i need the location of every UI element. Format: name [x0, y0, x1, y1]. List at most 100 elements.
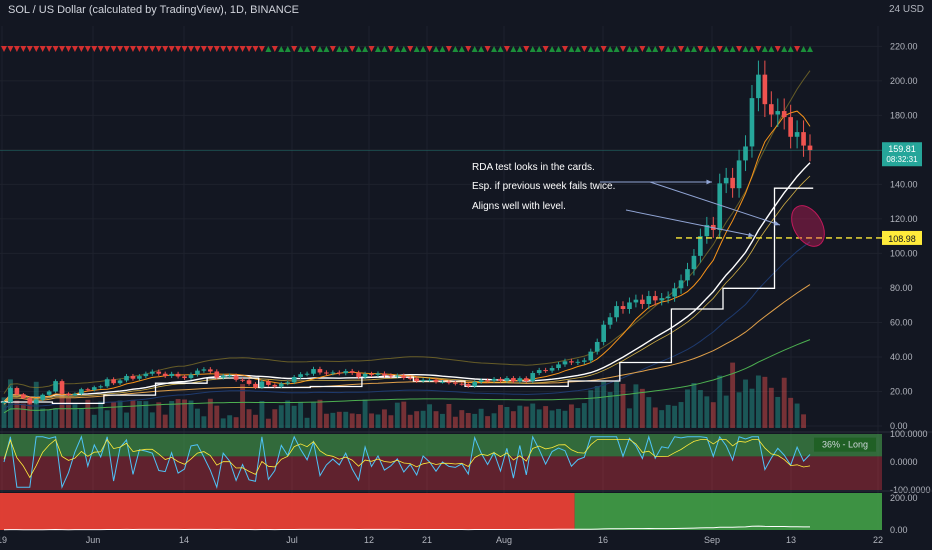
candle-body — [195, 370, 200, 375]
signal-triangle — [452, 46, 459, 52]
signal-triangle — [110, 46, 117, 52]
volume-bar — [530, 403, 536, 428]
volume-bar — [620, 383, 626, 428]
candle-body — [607, 317, 613, 325]
volume-bar — [330, 412, 336, 428]
osc-tick-label: -100.0000 — [890, 485, 931, 495]
volume-bar — [755, 375, 761, 428]
ma-green-slow — [3, 339, 811, 414]
candle-body — [594, 341, 600, 352]
candle-body — [149, 371, 155, 374]
candle-body — [523, 378, 529, 381]
volume-bar — [549, 410, 555, 428]
volume-bar — [336, 411, 342, 428]
candle-body — [169, 373, 174, 376]
time-tick-label: 13 — [786, 535, 796, 545]
volume-bar — [672, 405, 678, 428]
volume-bar — [723, 395, 729, 428]
signal-triangle — [458, 46, 465, 52]
volume-bar — [227, 415, 233, 428]
candle-body — [543, 370, 548, 372]
candle-body — [311, 369, 316, 374]
candle-body — [736, 160, 742, 189]
candle-body — [349, 371, 355, 373]
candle-body — [562, 361, 568, 365]
upper-band — [3, 70, 811, 394]
signal-triangle — [97, 46, 104, 52]
candle-body — [588, 351, 594, 361]
candle-body — [627, 302, 632, 309]
ma-orange-fast — [3, 110, 811, 403]
candle-body — [156, 371, 162, 374]
candle-body — [21, 394, 26, 399]
price-tick-label: 140.00 — [890, 179, 918, 189]
signal-triangle — [381, 46, 388, 52]
signal-triangle — [703, 46, 710, 52]
volume-bar — [388, 415, 394, 428]
volume-bar — [543, 406, 549, 428]
lower-band — [3, 241, 811, 410]
signal-triangle — [600, 46, 607, 52]
volume-bar — [420, 410, 426, 428]
candle-body — [143, 373, 149, 377]
candle-body — [233, 375, 239, 380]
signal-triangle — [316, 46, 323, 52]
volume-bar — [801, 414, 807, 428]
osc-badge-bg — [814, 437, 876, 452]
candle-body — [66, 393, 71, 396]
price-label: 159.81 — [888, 144, 916, 154]
volume-bar — [285, 400, 291, 428]
volume-bar — [627, 408, 632, 428]
volume-bar — [685, 389, 690, 428]
volume-bar — [272, 409, 278, 428]
bottom-bear-regime — [0, 493, 575, 530]
volume-bar — [291, 405, 297, 428]
signal-triangle — [742, 46, 749, 52]
price-label-bg — [882, 142, 922, 167]
signal-triangle — [104, 46, 111, 52]
signal-triangle — [503, 46, 510, 52]
volume-bar — [394, 402, 400, 428]
candle-body — [27, 398, 33, 404]
candle-body — [14, 388, 20, 395]
volume-bar — [639, 388, 645, 428]
volume-bar — [369, 413, 374, 428]
candle-body — [91, 387, 97, 390]
volume-bar — [401, 401, 407, 428]
candle-body — [188, 374, 194, 379]
signal-triangle — [710, 46, 717, 52]
signal-triangle — [20, 46, 27, 52]
signal-triangle — [729, 46, 736, 52]
signal-triangle — [594, 46, 601, 52]
volume-bar — [536, 409, 542, 428]
signal-triangle — [142, 46, 149, 52]
candle-body — [79, 389, 84, 394]
ma-white — [3, 162, 811, 403]
candle-body — [775, 111, 781, 115]
volume-bar — [124, 412, 129, 428]
candle-body — [414, 378, 419, 382]
price-tick-label: 200.00 — [890, 76, 918, 86]
signal-triangle — [336, 46, 343, 52]
signal-triangle — [678, 46, 685, 52]
candle-body — [704, 224, 710, 237]
candle-body — [659, 298, 665, 301]
signal-triangle — [484, 46, 491, 52]
signal-triangle — [523, 46, 530, 52]
signal-triangle — [374, 46, 381, 52]
candle-body — [240, 379, 245, 381]
signal-triangle — [555, 46, 562, 52]
signal-triangle — [665, 46, 672, 52]
signal-triangle — [329, 46, 336, 52]
signal-triangle — [690, 46, 697, 52]
candle-body — [8, 388, 13, 403]
signal-triangle — [168, 46, 175, 52]
candle-body — [794, 132, 800, 137]
volume-bar — [594, 386, 600, 428]
volume-bar — [111, 401, 117, 428]
volume-bar — [27, 402, 33, 428]
signal-triangle — [574, 46, 581, 52]
volume-bar — [427, 404, 433, 428]
